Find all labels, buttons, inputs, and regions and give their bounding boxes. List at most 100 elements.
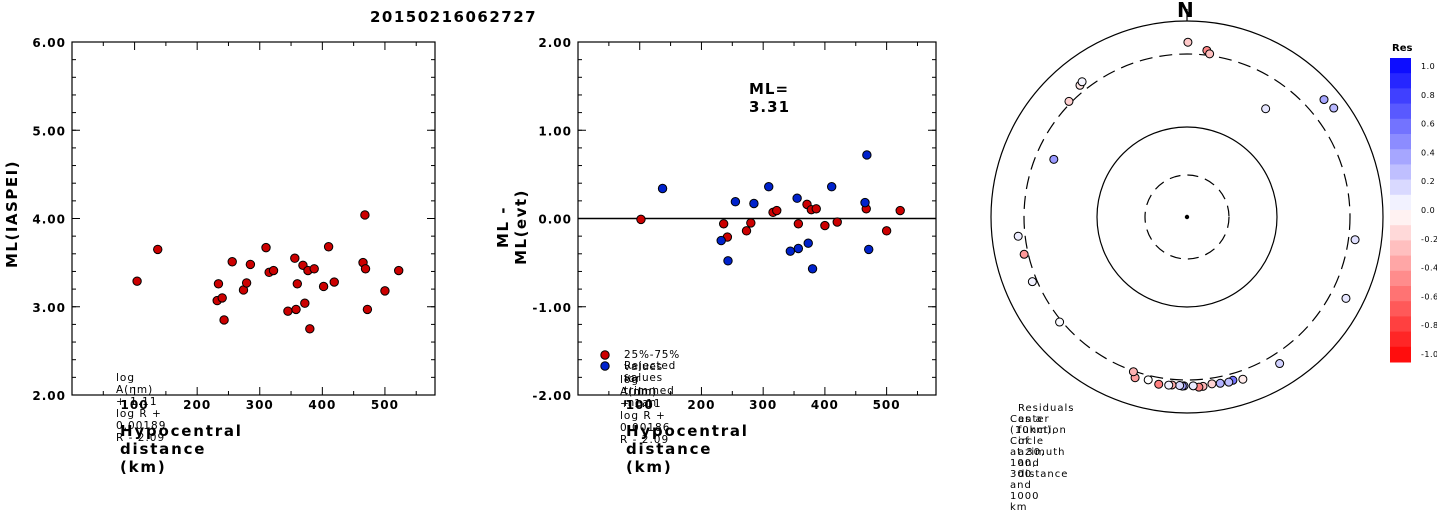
y-tick-label: 0.00 — [538, 213, 572, 227]
trimmed-point — [811, 204, 821, 214]
y-tick-label: -2.00 — [532, 389, 572, 403]
rejected-point — [860, 197, 870, 208]
station-residual — [1027, 277, 1037, 287]
trimmed-point — [832, 217, 842, 227]
colorbar-tick-label: 0.2 — [1421, 177, 1435, 186]
x-tick-label: 100 — [121, 398, 149, 412]
ring-100km — [1096, 126, 1278, 308]
y-tick-label: -1.00 — [532, 301, 572, 315]
x-tick-label: 300 — [246, 398, 274, 412]
colorbar-swatch — [1390, 240, 1411, 257]
legend-trimmed-label: 25%-75% values for trimmed mean — [624, 349, 681, 409]
station-residual — [1350, 235, 1360, 245]
data-point — [300, 298, 310, 308]
station-residual — [1077, 77, 1087, 87]
colorbar-tick-label: -0.8 — [1421, 321, 1437, 330]
colorbar-swatch — [1390, 58, 1411, 74]
y-tick-label: 2.00 — [32, 389, 66, 403]
data-point — [213, 279, 224, 289]
trimmed-point — [793, 219, 804, 229]
trimmed-point — [895, 205, 905, 216]
rejected-point — [793, 243, 804, 254]
data-point — [268, 265, 279, 276]
station-residual — [1049, 154, 1059, 164]
plot-frame-0 — [71, 41, 436, 396]
station-residual — [1055, 317, 1065, 327]
station-residual — [1013, 231, 1023, 241]
data-point — [329, 277, 339, 287]
x-tick-label: 200 — [183, 398, 211, 412]
x-tick-label: 400 — [811, 398, 839, 412]
colorbar-swatch — [1390, 210, 1411, 226]
figure-title: 20150216062727 — [370, 8, 538, 26]
station-residual — [1238, 374, 1248, 384]
colorbar-swatch — [1390, 316, 1411, 333]
chart-canvas: 100 200 300 400 500 2.00 3.00 4.00 5.00 6.00 100 20… — [32, 9, 1437, 414]
station-residual — [1224, 377, 1234, 387]
station-residual — [1183, 37, 1193, 47]
y-tick-label: 4.00 — [32, 213, 66, 227]
colorbar-tick-label: -0.2 — [1421, 235, 1437, 244]
rejected-point — [764, 182, 774, 192]
station-residual — [1019, 249, 1029, 259]
data-point — [283, 306, 293, 316]
station-residual — [1175, 380, 1185, 390]
station-residual — [1154, 379, 1164, 389]
x-tick-label: 400 — [308, 398, 336, 412]
north-label: N — [1177, 0, 1194, 22]
colorbar-swatch — [1390, 331, 1411, 348]
station-residual — [1275, 359, 1285, 369]
trimmed-point — [881, 226, 892, 236]
data-point — [394, 265, 404, 276]
y-tick-label: 6.00 — [32, 36, 66, 50]
station-residual — [1215, 378, 1225, 388]
colorbar-tick-label: 0.4 — [1421, 148, 1435, 157]
data-point — [380, 286, 390, 296]
data-point — [217, 293, 227, 303]
colorbar-swatch — [1390, 88, 1411, 105]
data-point — [292, 279, 303, 289]
rejected-point — [826, 182, 837, 192]
colorbar-swatch — [1390, 134, 1411, 150]
colorbar-swatch — [1390, 103, 1411, 120]
colorbar-swatch — [1390, 270, 1411, 287]
ml-annotation: ML= 3.31 — [749, 80, 791, 116]
data-point — [362, 304, 373, 315]
y-tick-label: 5.00 — [32, 124, 66, 138]
data-point — [305, 324, 315, 334]
data-point — [132, 276, 142, 286]
colorbar-swatch — [1390, 73, 1411, 89]
colorbar-swatch — [1390, 118, 1411, 135]
data-point — [291, 304, 301, 315]
data-point — [318, 281, 329, 292]
ring-30km — [1144, 174, 1230, 260]
y-tick-label: 3.00 — [32, 301, 66, 315]
colorbar-swatch — [1390, 164, 1411, 181]
station-residual — [1207, 379, 1217, 389]
trimmed-point — [718, 219, 729, 229]
legend-trimmed-marker — [600, 350, 610, 360]
rejected-point — [657, 183, 668, 194]
y-tick-label: 2.00 — [538, 36, 572, 50]
rejected-point — [792, 193, 802, 203]
station-residual — [1188, 381, 1198, 391]
rejected-point — [723, 256, 733, 266]
colorbar-swatch — [1390, 301, 1411, 317]
legend-rejected-marker — [600, 361, 610, 371]
data-point — [245, 259, 256, 270]
data-point — [227, 257, 237, 267]
trimmed-point — [746, 218, 756, 228]
colorbar-swatch — [1390, 286, 1411, 302]
colorbar-swatch — [1390, 179, 1411, 196]
trimmed-point — [741, 226, 752, 236]
colorbar-swatch — [1390, 194, 1411, 211]
colorbar-tick-label: 0.6 — [1421, 120, 1435, 129]
data-point — [309, 264, 319, 274]
data-point — [290, 253, 300, 263]
data-point — [323, 242, 334, 252]
station-residual — [1261, 104, 1271, 114]
colorbar-tick-label: -1.0 — [1421, 350, 1437, 359]
colorbar-tick-label: 1.0 — [1421, 62, 1435, 71]
trimmed-point — [636, 214, 646, 225]
rejected-point — [716, 235, 726, 246]
